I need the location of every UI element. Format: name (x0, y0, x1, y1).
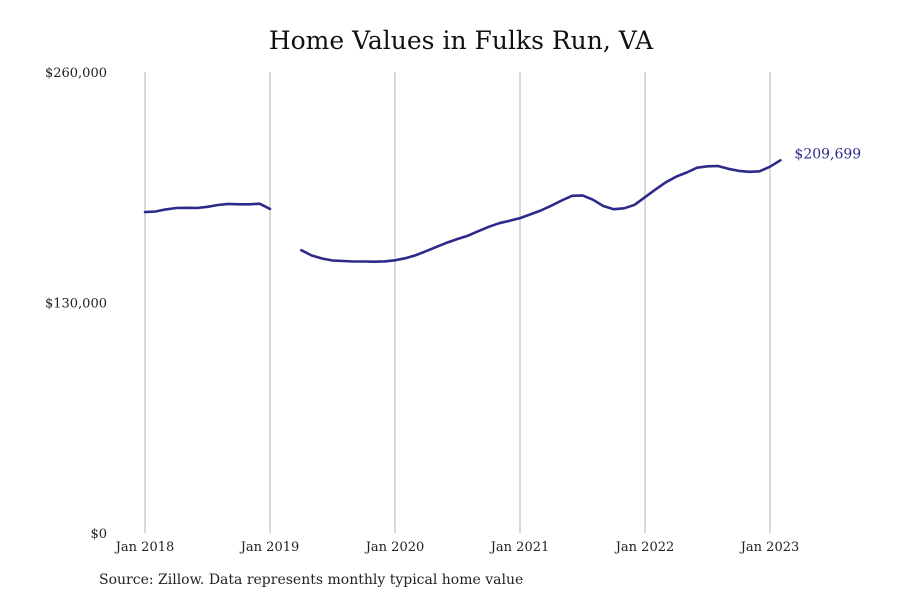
line-segment-1 (299, 159, 782, 264)
chart-title: Home Values in Fulks Run, VA (268, 26, 654, 55)
grid-lines (144, 72, 771, 533)
series-lines (143, 159, 782, 264)
line-segment-0 (143, 202, 272, 214)
y-axis-ticks: $0 $130,000 $260,000 (45, 66, 107, 542)
x-tick-label-3: Jan 2021 (489, 540, 550, 555)
x-axis-ticks: Jan 2018 Jan 2019 Jan 2020 Jan 2021 Jan 2022… (114, 540, 800, 555)
x-tick-label-1: Jan 2019 (239, 540, 300, 555)
x-tick-label-5: Jan 2023 (739, 540, 800, 555)
y-tick-label-1: $130,000 (45, 297, 107, 312)
y-tick-label-2: $260,000 (45, 66, 107, 81)
y-tick-label-0: $0 (90, 527, 107, 542)
x-tick-label-2: Jan 2020 (364, 540, 425, 555)
last-value-label: $209,699 (794, 146, 861, 162)
x-tick-label-0: Jan 2018 (114, 540, 175, 555)
source-note: Source: Zillow. Data represents monthly … (99, 572, 524, 588)
x-tick-label-4: Jan 2022 (614, 540, 675, 555)
